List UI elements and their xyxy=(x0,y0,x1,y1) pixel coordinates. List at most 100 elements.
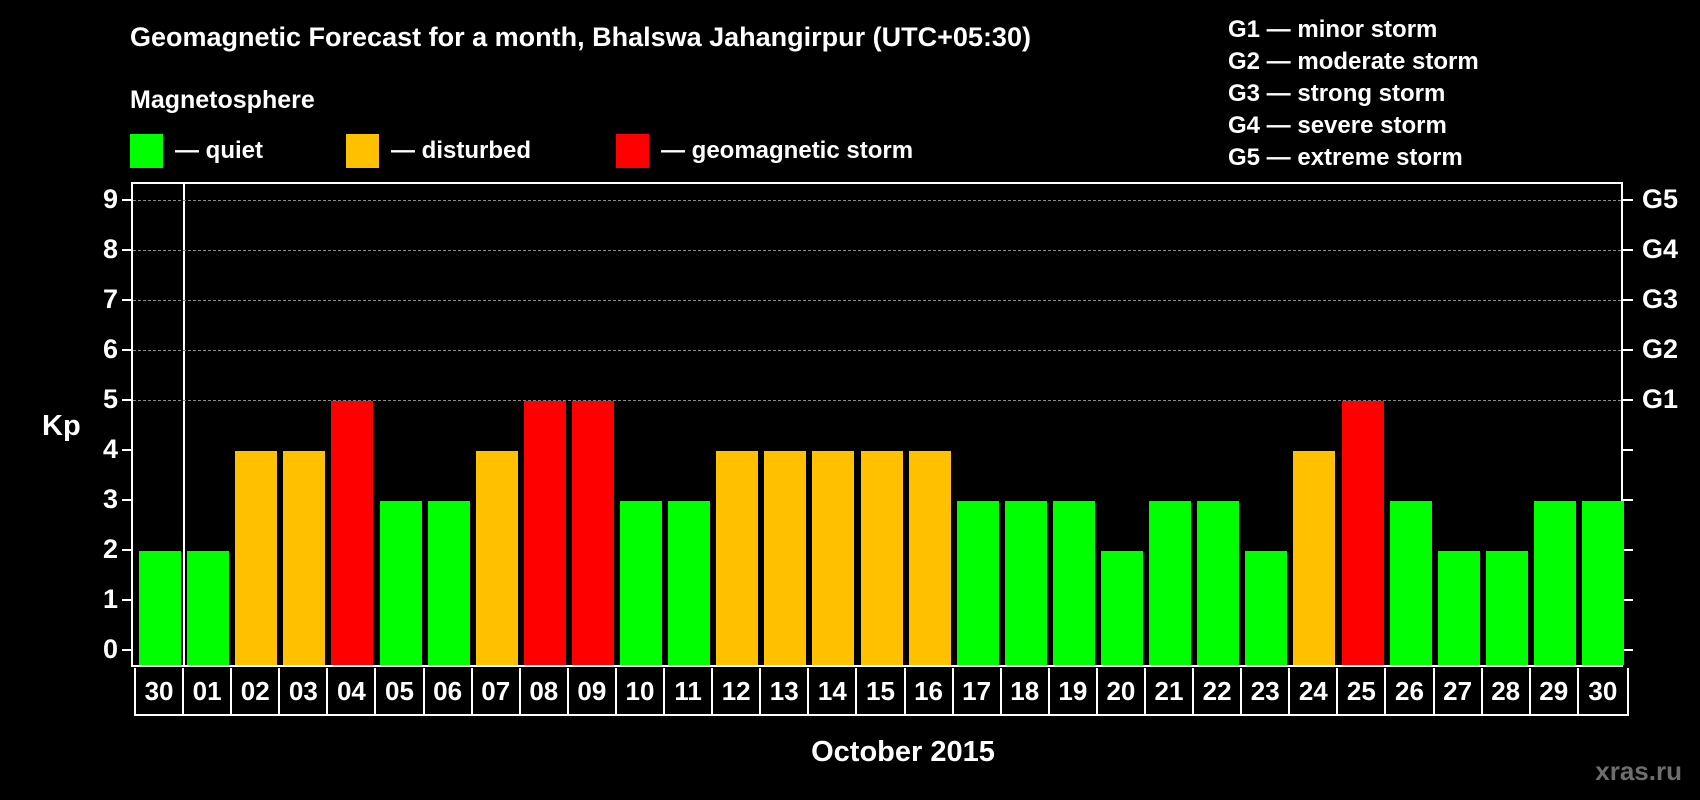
bar-05 xyxy=(379,501,422,665)
x-tick-label: 16 xyxy=(906,668,954,714)
bar-21 xyxy=(1149,501,1192,665)
y-tick xyxy=(122,599,132,601)
month-divider xyxy=(183,184,185,665)
bar-08 xyxy=(523,401,566,665)
y-tick xyxy=(122,649,132,651)
x-tick-label: 30 xyxy=(136,668,185,714)
bar-23 xyxy=(1245,551,1288,665)
x-tick-label: 12 xyxy=(713,668,762,714)
storm-level-label: G5 xyxy=(1642,184,1679,214)
right-tick xyxy=(1623,349,1633,351)
x-tick-label: 20 xyxy=(1098,668,1146,714)
x-axis-title: October 2015 xyxy=(811,736,995,768)
y-tick xyxy=(122,549,132,551)
x-tick-label: 19 xyxy=(1050,668,1098,714)
x-axis-labels: 30 01 02 03 04 05 06 07 08 09 10 11 12 13 14 15 16 17 18 19… xyxy=(134,668,1629,716)
bar-02 xyxy=(235,451,278,665)
x-tick-label: 03 xyxy=(280,668,329,714)
bar-11 xyxy=(668,501,711,665)
legend-subtitle: Magnetosphere xyxy=(130,86,315,114)
gridline xyxy=(133,400,1621,401)
y-tick-label: 5 xyxy=(102,384,118,414)
x-tick-label: 29 xyxy=(1531,668,1579,714)
legend-swatch-disturbed xyxy=(346,134,379,168)
y-tick-label: 1 xyxy=(102,584,118,614)
bar-24 xyxy=(1293,451,1336,665)
x-tick-label: 17 xyxy=(954,668,1002,714)
plot-area xyxy=(131,182,1624,667)
x-tick-label: 01 xyxy=(184,668,233,714)
x-tick-label: 30 xyxy=(1588,675,1618,706)
bar-01 xyxy=(187,551,230,665)
y-tick xyxy=(122,449,132,451)
x-tick-label: 18 xyxy=(1002,668,1050,714)
x-tick-label: 07 xyxy=(473,668,521,714)
x-tick-label: 21 xyxy=(1146,668,1195,714)
right-tick xyxy=(1623,449,1633,451)
right-tick xyxy=(1623,299,1633,301)
bar-30 xyxy=(139,551,181,665)
x-tick-label: 10 xyxy=(617,668,666,714)
y-tick xyxy=(122,399,132,401)
bar-20 xyxy=(1101,551,1143,665)
x-tick-label: 09 xyxy=(569,668,617,714)
y-tick-label: 9 xyxy=(102,184,118,214)
bar-07 xyxy=(475,451,518,665)
storm-scale-g5: G5 — extreme storm xyxy=(1228,144,1463,171)
y-tick-label: 8 xyxy=(102,234,118,264)
gridline xyxy=(133,350,1621,351)
bar-17 xyxy=(956,501,999,665)
storm-level-label: G2 xyxy=(1642,334,1679,364)
legend-swatch-quiet xyxy=(130,134,163,168)
y-tick-label: 7 xyxy=(102,284,118,314)
y-tick xyxy=(122,299,132,301)
storm-scale-legend: G1 — minor storm G2 — moderate storm G3 … xyxy=(1228,14,1479,174)
storm-level-label: G4 xyxy=(1642,234,1679,264)
y-tick xyxy=(122,499,132,501)
legend-label: — quiet xyxy=(175,137,263,164)
x-tick-label: 11 xyxy=(665,668,714,714)
bar-27 xyxy=(1437,551,1480,665)
x-tick-label: 08 xyxy=(521,668,569,714)
y-axis-title: Kp xyxy=(42,410,81,442)
bar-15 xyxy=(860,451,903,665)
x-tick-label: 24 xyxy=(1290,668,1339,714)
chart-title: Geomagnetic Forecast for a month, Bhalsw… xyxy=(130,22,1031,52)
x-tick-label: 05 xyxy=(376,668,425,714)
bar-16 xyxy=(908,451,951,665)
bar-13 xyxy=(764,451,807,665)
legend-disturbed: — disturbed xyxy=(346,134,531,168)
x-tick-label: 27 xyxy=(1435,668,1483,714)
y-tick-label: 0 xyxy=(102,634,118,664)
gridline xyxy=(133,200,1621,201)
right-tick xyxy=(1623,399,1633,401)
y-tick-label: 6 xyxy=(102,334,118,364)
bar-25 xyxy=(1341,401,1384,665)
bar-06 xyxy=(427,501,470,665)
storm-level-label: G3 xyxy=(1642,284,1679,314)
bar-28 xyxy=(1485,551,1528,665)
bar-19 xyxy=(1052,501,1095,665)
storm-scale-g1: G1 — minor storm xyxy=(1228,16,1438,43)
right-tick xyxy=(1623,649,1633,651)
legend-label: — disturbed xyxy=(391,137,532,164)
x-tick-label: 28 xyxy=(1483,668,1531,714)
gridline xyxy=(133,300,1621,301)
gridline xyxy=(133,250,1621,251)
x-tick-label: 14 xyxy=(809,668,858,714)
y-tick xyxy=(122,249,132,251)
legend-storm: — geomagnetic storm xyxy=(616,134,913,168)
x-tick-label: 25 xyxy=(1338,668,1387,714)
storm-scale-g3: G3 — strong storm xyxy=(1228,80,1446,107)
x-tick-label: 22 xyxy=(1194,668,1243,714)
bar-14 xyxy=(812,451,855,665)
watermark: xras.ru xyxy=(1595,756,1682,786)
x-tick-label: 26 xyxy=(1386,668,1435,714)
x-tick-label: 15 xyxy=(857,668,906,714)
bar-26 xyxy=(1389,501,1432,665)
y-tick-label: 3 xyxy=(102,484,118,514)
bar-29 xyxy=(1533,501,1576,665)
bar-09 xyxy=(571,401,614,665)
legend-label: — geomagnetic storm xyxy=(661,137,914,164)
bar-30 xyxy=(1582,501,1624,665)
